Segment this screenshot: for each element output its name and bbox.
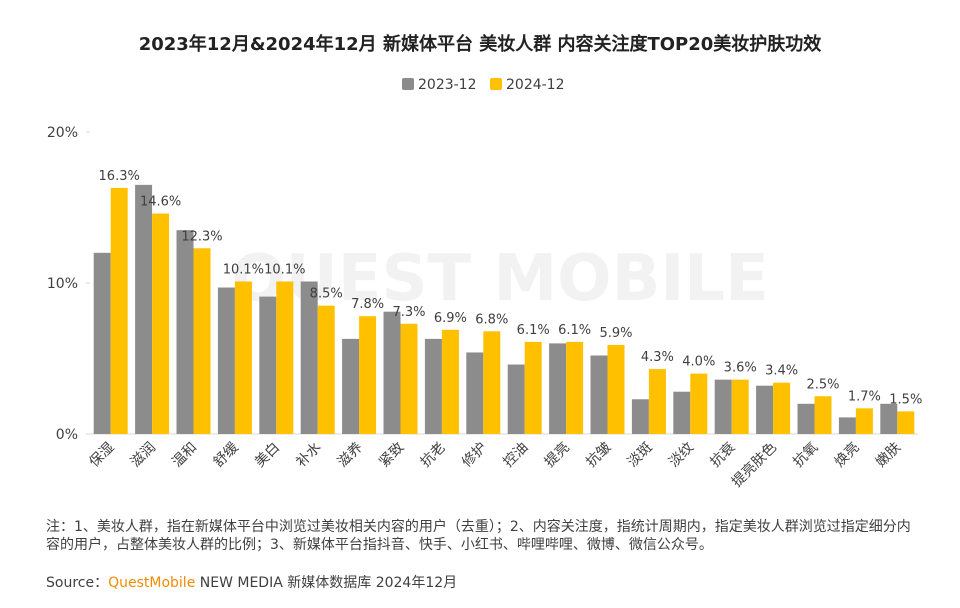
x-tick-label: 保湿 <box>86 440 117 471</box>
value-label: 3.6% <box>724 361 757 376</box>
bar <box>797 403 815 434</box>
bar <box>424 338 442 434</box>
value-label: 5.9% <box>599 326 632 341</box>
bar <box>507 364 525 434</box>
value-label: 1.7% <box>848 389 881 404</box>
x-tick-label: 抗老 <box>418 440 449 471</box>
x-tick-label: 温和 <box>169 440 200 471</box>
bar <box>300 281 318 434</box>
x-tick-label: 紧致 <box>376 440 407 471</box>
y-tick-label: 10% <box>47 276 78 292</box>
value-label: 7.8% <box>351 297 384 312</box>
bar <box>756 385 774 434</box>
value-label: 6.1% <box>517 323 550 338</box>
bar <box>773 382 791 434</box>
x-tick-label: 提亮肤色 <box>728 439 780 491</box>
x-tick-label: 抗氧 <box>790 440 821 471</box>
source-label: Source： <box>46 575 109 591</box>
bar <box>152 213 170 434</box>
x-tick-label: 滋养 <box>335 440 366 471</box>
value-label: 4.3% <box>641 350 674 365</box>
y-tick-label: 20% <box>47 125 78 141</box>
chart-title: 2023年12月&2024年12月 新媒体平台 美妆人群 内容关注度TOP20美… <box>139 33 823 55</box>
bar <box>400 323 418 434</box>
x-tick-label: 控油 <box>500 440 531 471</box>
legend-label: 2023-12 <box>418 77 477 93</box>
source-brand: QuestMobile <box>108 575 196 591</box>
bar <box>234 281 252 434</box>
value-label: 8.5% <box>310 287 343 302</box>
source-text: NEW MEDIA 新媒体数据库 2024年12月 <box>199 575 458 591</box>
x-tick-label: 提亮 <box>541 439 573 471</box>
y-tick-label: 0% <box>56 427 78 443</box>
x-tick-label: 抗衰 <box>707 439 739 471</box>
bar <box>607 344 625 434</box>
bar <box>276 281 294 434</box>
bar <box>93 252 111 434</box>
source: Source：QuestMobile NEW MEDIA 新媒体数据库 2024… <box>46 572 457 592</box>
value-label: 6.1% <box>558 323 591 338</box>
bar <box>714 379 732 434</box>
legend-swatch <box>490 78 502 90</box>
bar <box>466 352 484 434</box>
bar <box>317 305 335 434</box>
bar <box>441 329 459 434</box>
bar <box>880 403 898 434</box>
bar <box>217 287 235 434</box>
value-label: 10.1% <box>264 262 305 277</box>
x-tick-label: 补水 <box>293 440 324 471</box>
bar <box>731 379 749 434</box>
bar <box>814 396 832 434</box>
bar <box>590 355 608 434</box>
x-tick-label: 抗皱 <box>583 440 614 471</box>
x-tick-label: 美白 <box>252 440 283 471</box>
bar <box>566 341 584 434</box>
bar <box>342 338 360 434</box>
bar <box>110 187 128 434</box>
value-label: 2.5% <box>806 377 839 392</box>
bar <box>690 373 708 434</box>
x-tick-label: 修护 <box>459 440 490 471</box>
x-tick-label: 舒缓 <box>211 440 242 471</box>
x-tick-label: 焕亮 <box>831 439 863 471</box>
x-tick-label: 嫩肤 <box>873 440 904 471</box>
bar <box>524 341 542 434</box>
bar <box>631 399 649 434</box>
bar <box>193 248 211 434</box>
legend-swatch <box>402 78 414 90</box>
legend-label: 2024-12 <box>506 77 565 93</box>
bar <box>135 184 153 434</box>
value-label: 16.3% <box>99 169 140 184</box>
watermark: QUEST MOBILE <box>231 242 768 316</box>
value-label: 3.4% <box>765 364 798 379</box>
x-tick-label: 淡纹 <box>666 440 697 471</box>
bar <box>359 316 377 434</box>
value-label: 7.3% <box>392 305 425 320</box>
bar <box>855 408 873 434</box>
chart: 2023年12月&2024年12月 新媒体平台 美妆人群 内容关注度TOP20美… <box>47 33 922 491</box>
value-label: 6.9% <box>434 311 467 326</box>
bar <box>176 230 194 434</box>
bar <box>673 391 691 434</box>
value-label: 1.5% <box>889 392 922 407</box>
x-tick-label: 淡斑 <box>625 440 656 471</box>
note: 注：1、美妆人群，指在新媒体平台中浏览过美妆相关内容的用户（去重）；2、内容关注… <box>46 519 911 553</box>
bar <box>483 331 501 434</box>
bar <box>383 311 401 434</box>
value-label: 12.3% <box>181 229 222 244</box>
bar <box>648 369 666 434</box>
bar <box>838 417 856 434</box>
value-label: 6.8% <box>475 312 508 327</box>
value-label: 4.0% <box>682 355 715 370</box>
x-tick-label: 滋润 <box>128 440 159 471</box>
bar <box>549 343 567 434</box>
value-label: 14.6% <box>140 195 181 210</box>
bar <box>259 296 277 434</box>
bar <box>897 411 915 434</box>
value-label: 10.1% <box>223 262 264 277</box>
